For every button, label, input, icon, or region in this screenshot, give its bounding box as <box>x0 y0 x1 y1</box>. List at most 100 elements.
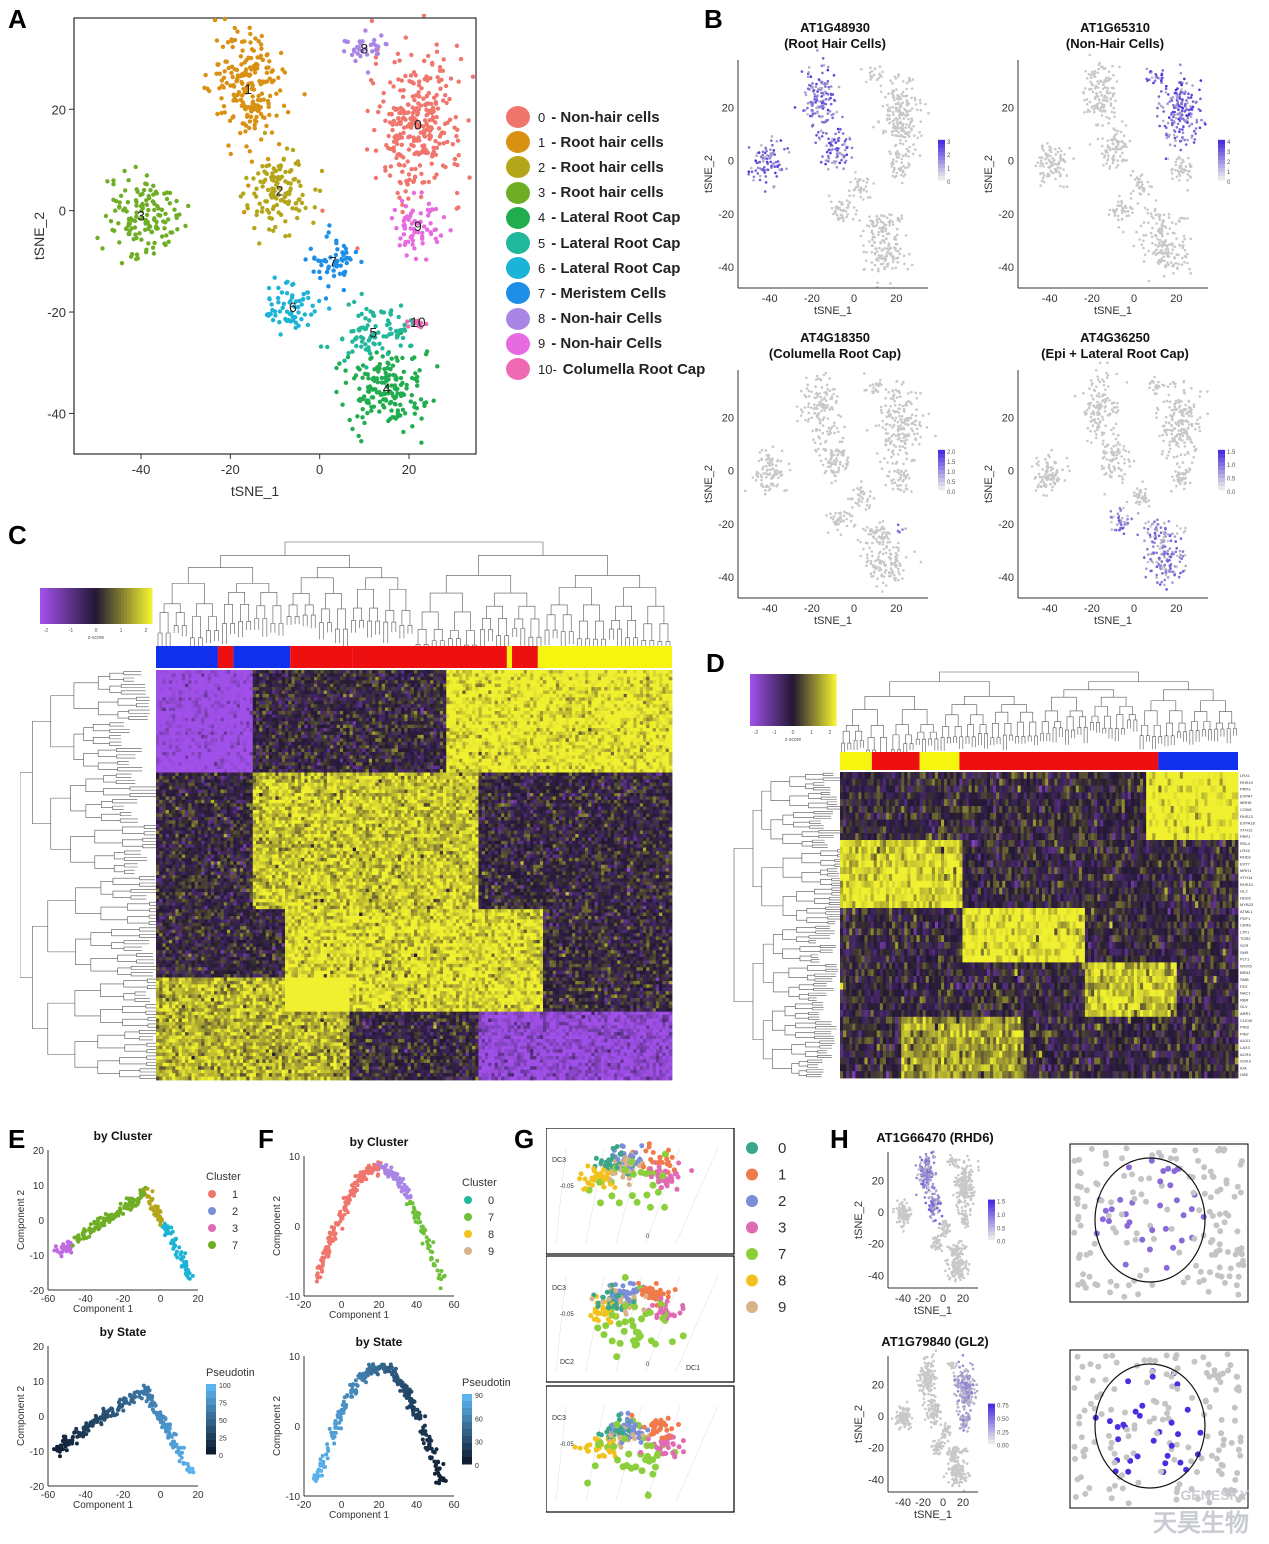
cell-point <box>1187 169 1190 173</box>
cell-point <box>1057 160 1061 164</box>
cell-point <box>108 219 114 224</box>
cell-point <box>1182 244 1185 247</box>
cell-point <box>826 387 829 391</box>
cell-point <box>905 81 909 85</box>
cell-point <box>1096 95 1100 99</box>
cell-point <box>768 468 772 472</box>
cell-point <box>893 562 897 565</box>
cell-point <box>312 309 317 314</box>
cell-point <box>843 148 847 152</box>
cell-point <box>1046 463 1049 467</box>
cell-point <box>1156 238 1159 241</box>
cluster-9-points <box>389 190 453 262</box>
cell-point <box>1190 422 1194 426</box>
cell-point <box>122 168 127 174</box>
cell-point <box>1140 185 1144 189</box>
cell-point <box>811 429 814 433</box>
cell-point <box>908 130 911 134</box>
cell-point <box>1198 88 1201 92</box>
cell-point <box>886 109 890 113</box>
cell-point <box>133 164 138 170</box>
cell-point <box>1142 246 1145 250</box>
cell-point <box>270 206 276 212</box>
cell-point <box>898 433 901 436</box>
cell-point <box>806 75 810 79</box>
cell-point <box>1186 437 1189 441</box>
cell-point <box>260 184 265 189</box>
cell-point <box>854 171 857 174</box>
cell-point <box>1179 139 1183 143</box>
cell-point <box>801 410 804 414</box>
cell-point <box>1185 82 1188 85</box>
cell-point <box>1110 447 1113 451</box>
cell-point <box>886 250 889 254</box>
cell-point <box>896 553 899 557</box>
cell-point <box>787 151 791 154</box>
cell-point <box>826 112 830 115</box>
color-scale-step <box>1218 155 1225 161</box>
cell-point <box>880 254 884 258</box>
cell-point <box>836 528 839 532</box>
cell-point <box>244 90 250 95</box>
cell-point <box>163 242 168 248</box>
cell-point <box>274 196 279 201</box>
cell-point <box>860 500 864 504</box>
cell-point <box>871 268 874 272</box>
scale-step <box>62 588 66 624</box>
cell-point <box>412 376 418 382</box>
cell-point <box>1182 473 1186 476</box>
cell-point <box>834 511 837 515</box>
cell-point <box>824 457 828 461</box>
cell-point <box>1160 560 1164 563</box>
cell-point <box>252 67 257 72</box>
cell-point <box>326 264 331 269</box>
annotation-segment <box>156 646 218 668</box>
cell-point <box>898 427 902 430</box>
cell-point <box>151 251 157 256</box>
cell-point <box>320 208 325 213</box>
legend-number: 10- <box>538 362 557 377</box>
cell-point <box>768 155 772 158</box>
cell-point <box>1107 154 1110 157</box>
cell-point <box>775 139 779 143</box>
cell-point <box>246 183 251 188</box>
cell-point <box>1184 106 1188 109</box>
cell-point <box>396 77 401 82</box>
feature-title: AT4G36250 <box>1080 330 1150 345</box>
cluster-label: 10 <box>410 314 426 330</box>
cell-point <box>763 492 767 496</box>
cell-point <box>1145 500 1148 504</box>
cell-point <box>898 108 901 112</box>
cell-point <box>138 192 143 198</box>
cell-point <box>840 453 844 457</box>
cell-point <box>1183 391 1186 394</box>
cell-point <box>1114 150 1118 154</box>
cell-point <box>254 119 259 124</box>
scale-tick: 0 <box>95 628 98 634</box>
legend-number: 8 <box>538 311 545 326</box>
scale-step <box>146 588 150 624</box>
cell-point <box>813 95 817 98</box>
cell-point <box>1163 578 1167 582</box>
cell-point <box>1086 77 1089 80</box>
cell-point <box>920 134 923 138</box>
cell-point <box>1174 139 1177 143</box>
cell-point <box>839 213 843 217</box>
cell-point <box>416 230 421 235</box>
cell-point <box>820 115 823 119</box>
cell-point <box>888 121 891 125</box>
cell-point <box>1188 174 1192 178</box>
cell-point <box>892 397 895 401</box>
scale-tick: 1 <box>120 628 123 634</box>
cell-point <box>919 101 922 105</box>
cell-point <box>768 463 771 466</box>
legend-item-7: 7- Meristem Cells <box>506 282 666 305</box>
cell-point <box>1177 473 1181 476</box>
cell-point <box>771 463 774 467</box>
cell-point <box>426 201 432 206</box>
cell-point <box>1170 489 1173 493</box>
cell-point <box>913 432 916 436</box>
cell-point <box>1179 81 1182 84</box>
cell-point <box>256 39 261 44</box>
cell-point <box>222 69 227 74</box>
